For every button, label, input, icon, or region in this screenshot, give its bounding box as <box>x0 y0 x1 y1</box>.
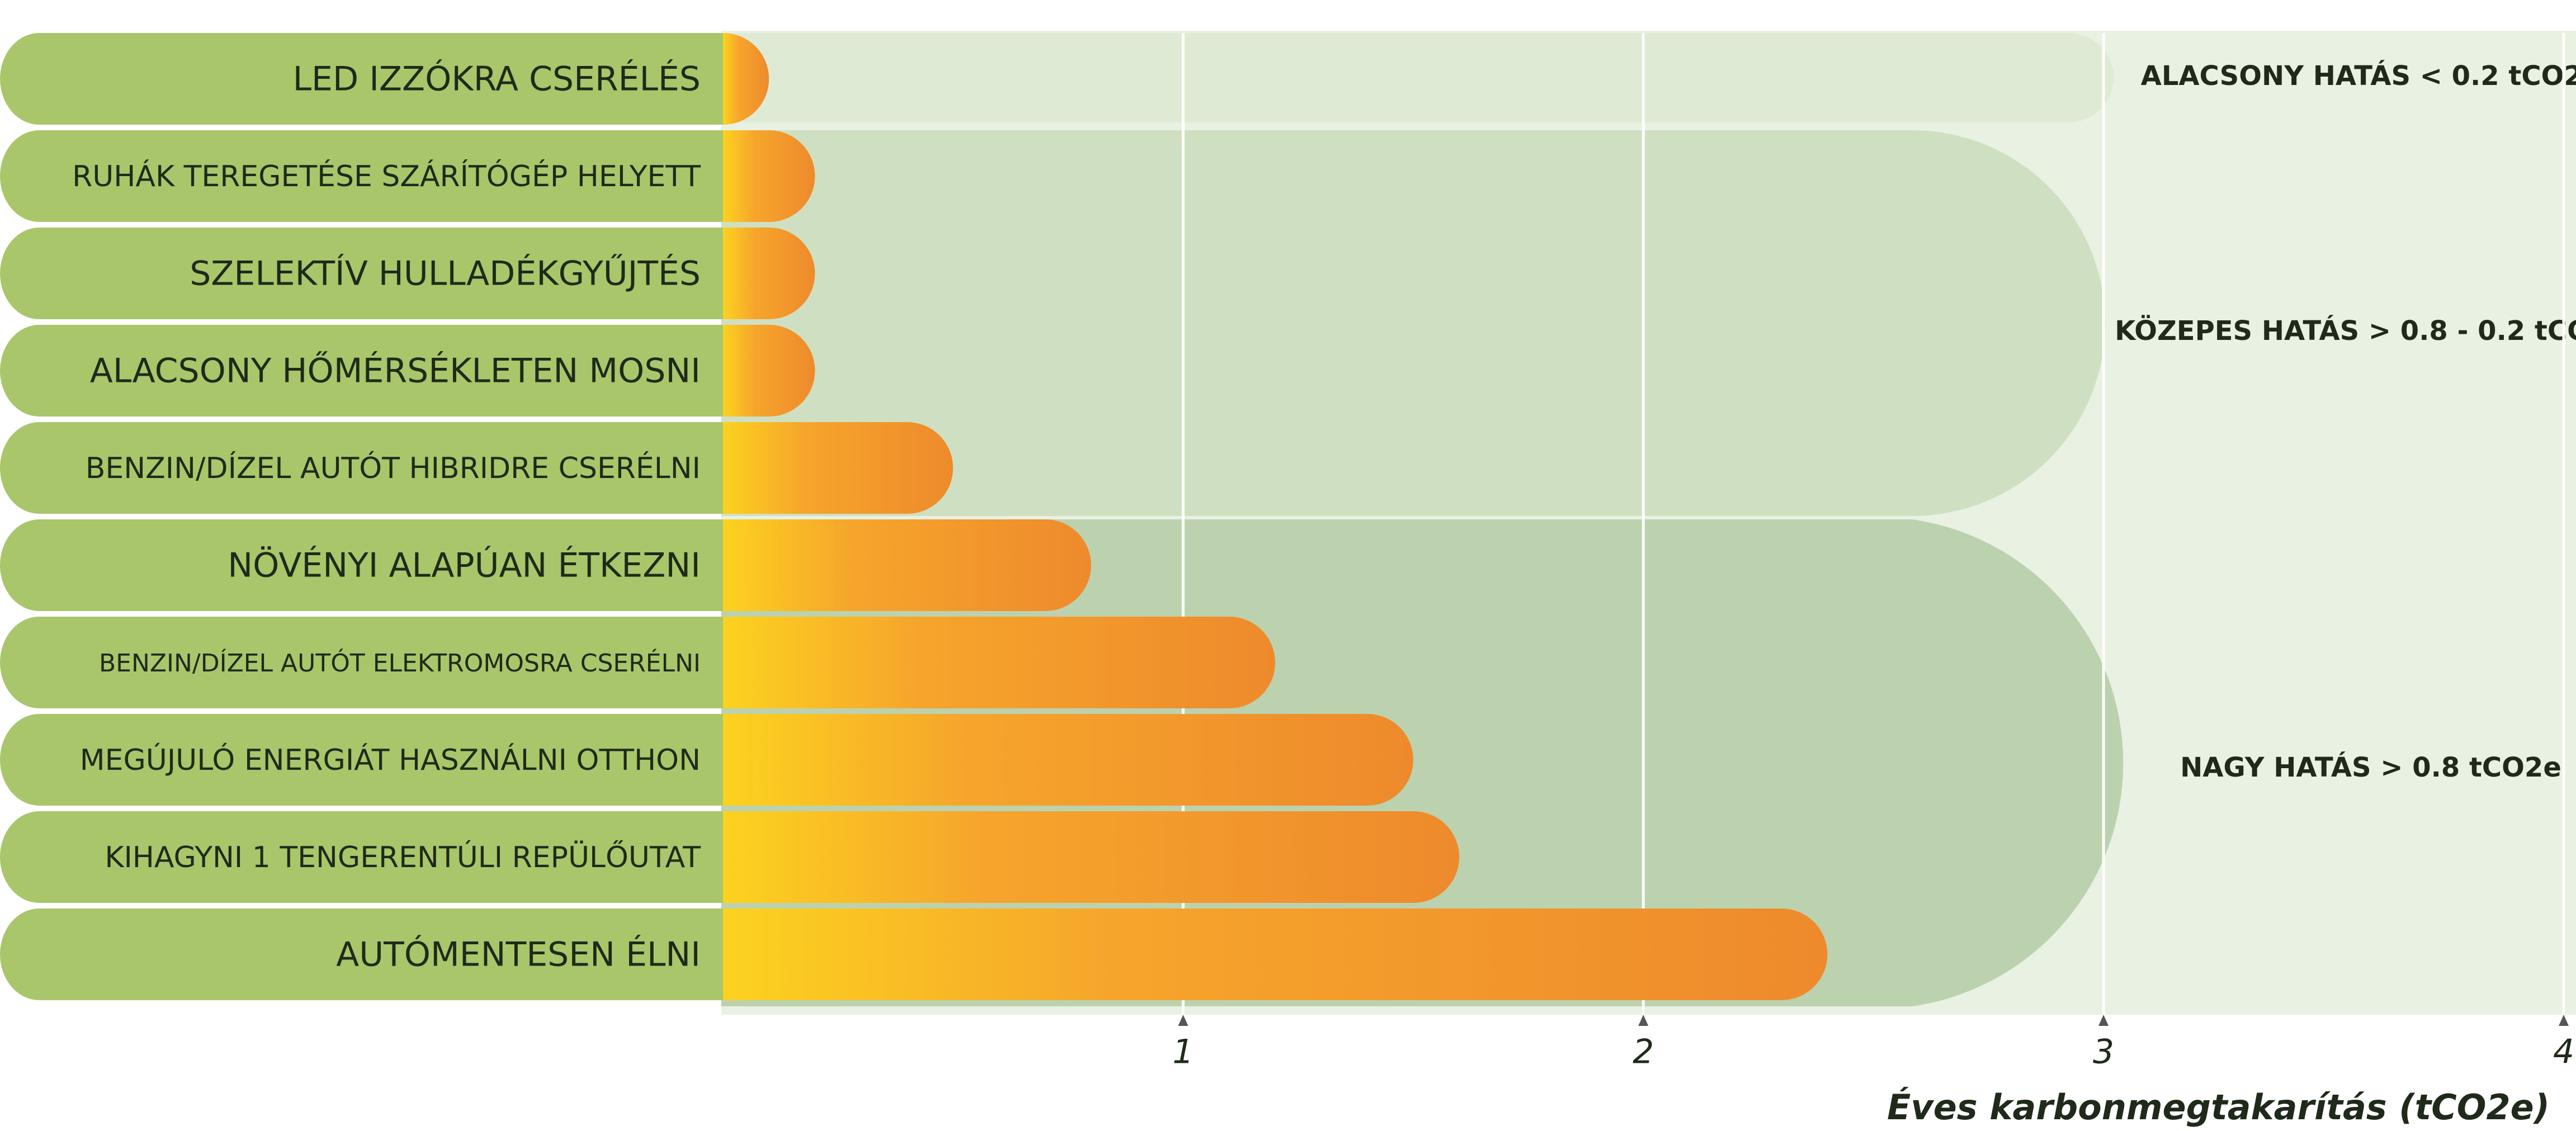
bar <box>723 228 815 319</box>
bar <box>723 422 953 514</box>
y-tick-label: KIHAGYNI 1 TENGERENTÚLI REPÜLŐUTAT <box>105 840 701 874</box>
x-tick-label: 2 <box>1633 1033 1654 1072</box>
bar <box>723 519 1091 611</box>
y-tick-label: BENZIN/DÍZEL AUTÓT ELEKTROMOSRA CSERÉLNI <box>99 648 701 678</box>
bar <box>723 908 1827 1000</box>
x-tick-label: 3 <box>2093 1033 2114 1072</box>
annotation: KÖZEPES HATÁS > 0.8 - 0.2 tCO2e <box>2115 315 2576 347</box>
y-tick-label: SZELEKTÍV HULLADÉKGYŰJTÉS <box>190 253 701 294</box>
bar <box>723 617 1275 708</box>
tick-mark <box>2559 1015 2569 1026</box>
low-zone <box>721 33 2114 122</box>
y-tick-label: RUHÁK TEREGETÉSE SZÁRÍTÓGÉP HELYETT <box>72 159 701 193</box>
y-tick-label: NÖVÉNYI ALAPÚAN ÉTKEZNI <box>228 545 701 585</box>
tick-mark <box>1178 1015 1188 1026</box>
x-axis-label: Éves karbonmegtakarítás (tCO2e) <box>1887 1087 2550 1128</box>
y-tick-label: ALACSONY HŐMÉRSÉKLETEN MOSNI <box>90 351 701 391</box>
chart: ALACSONY HATÁS < 0.2 tCO2e KÖZEPES HATÁS… <box>0 0 2576 1131</box>
x-tick-label: 4 <box>2553 1033 2574 1072</box>
annotation: NAGY HATÁS > 0.8 tCO2e <box>2180 751 2561 783</box>
bar <box>723 714 1414 806</box>
x-tick-label: 1 <box>1173 1033 1194 1072</box>
tick-mark <box>1638 1015 1648 1026</box>
bar <box>723 811 1459 903</box>
y-tick-label: BENZIN/DÍZEL AUTÓT HIBRIDRE CSERÉLNI <box>86 451 701 485</box>
tick-mark <box>2098 1015 2109 1026</box>
bar <box>723 130 815 222</box>
annotation: ALACSONY HATÁS < 0.2 tCO2e <box>2141 60 2576 92</box>
y-tick-label: MEGÚJULÓ ENERGIÁT HASZNÁLNI OTTHON <box>80 742 701 777</box>
y-tick-label: LED IZZÓKRA CSERÉLÉS <box>293 59 701 99</box>
y-tick-label: AUTÓMENTESEN ÉLNI <box>336 934 701 974</box>
bar <box>723 325 815 417</box>
